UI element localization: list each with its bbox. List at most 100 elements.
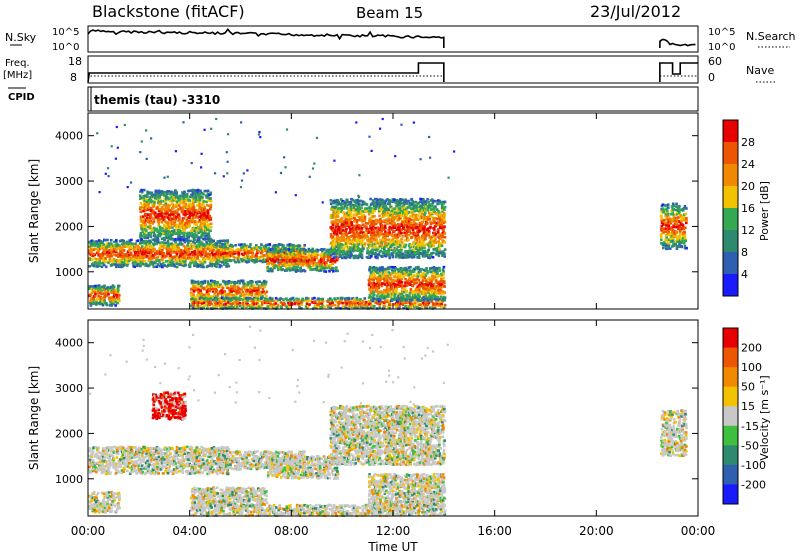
scatter-cell bbox=[147, 250, 151, 253]
scatter-cell bbox=[390, 252, 394, 255]
scatter-cell bbox=[302, 257, 306, 260]
scatter-cell bbox=[123, 256, 126, 259]
scatter-cell bbox=[246, 250, 250, 253]
scatter-cell bbox=[407, 233, 411, 237]
scatter-cell bbox=[420, 216, 424, 219]
scatter-cell bbox=[162, 236, 166, 240]
scatter-cell bbox=[181, 192, 185, 195]
scatter-cell bbox=[360, 206, 363, 210]
scatter-cell bbox=[198, 220, 201, 224]
scatter-cell bbox=[410, 221, 413, 225]
scatter-cell bbox=[384, 237, 387, 240]
scatter-cell bbox=[402, 255, 406, 259]
scatter-cell bbox=[153, 238, 157, 241]
scatter-cell bbox=[128, 258, 132, 262]
scatter-cell bbox=[163, 225, 166, 229]
scatter-cell bbox=[295, 297, 298, 301]
scatter-cell bbox=[281, 268, 284, 271]
scatter-cell bbox=[427, 229, 431, 233]
scatter-cell bbox=[242, 258, 246, 262]
scatter-cell bbox=[237, 260, 241, 264]
scatter-cell bbox=[262, 249, 266, 253]
scatter-cell bbox=[142, 236, 146, 239]
scatter-cell bbox=[338, 242, 341, 245]
scatter-cell bbox=[381, 198, 384, 202]
scatter-cell bbox=[106, 242, 109, 245]
scatter-cell bbox=[428, 217, 432, 221]
scatter-cell bbox=[301, 251, 304, 254]
scatter-cell bbox=[241, 307, 244, 310]
scatter-cell bbox=[92, 288, 96, 291]
scatter-cell bbox=[100, 292, 103, 296]
scatter-cell bbox=[108, 242, 111, 245]
scatter-cell bbox=[356, 297, 359, 301]
scatter-cell bbox=[264, 280, 268, 284]
scatter-cell bbox=[300, 258, 304, 262]
scatter-cell bbox=[282, 298, 285, 302]
scatter-cell bbox=[340, 208, 344, 211]
scatter-cell bbox=[209, 226, 213, 229]
scatter-cell bbox=[287, 260, 290, 263]
scatter-cell bbox=[191, 288, 194, 291]
scatter-cell bbox=[214, 303, 218, 307]
scatter-cell bbox=[321, 249, 324, 253]
scatter-cell bbox=[423, 217, 427, 220]
scatter-cell bbox=[354, 228, 357, 232]
scatter-cell bbox=[194, 209, 198, 212]
scatter-cell bbox=[232, 306, 235, 309]
scatter-cell bbox=[208, 289, 211, 293]
scatter-cell bbox=[92, 252, 96, 256]
scatter-cell bbox=[395, 239, 399, 243]
scatter-cell bbox=[284, 246, 288, 250]
scatter-cell bbox=[92, 241, 96, 245]
scatter-cell bbox=[154, 211, 157, 214]
scatter-cell bbox=[294, 261, 298, 264]
scatter-cell bbox=[250, 257, 253, 261]
scatter-cell bbox=[110, 301, 114, 305]
scatter-cell bbox=[192, 245, 195, 248]
scatter-cell bbox=[148, 258, 151, 262]
scatter-cell bbox=[227, 259, 230, 263]
scatter-cell bbox=[102, 292, 105, 295]
scatter-cell bbox=[402, 243, 405, 246]
scatter-cell bbox=[334, 242, 338, 246]
scatter-cell bbox=[360, 227, 364, 230]
scatter-cell bbox=[338, 207, 342, 210]
scatter-cell bbox=[121, 255, 125, 258]
scatter-cell bbox=[164, 199, 167, 203]
scatter-cell bbox=[236, 247, 240, 251]
scatter-cell bbox=[365, 225, 368, 228]
scatter-cell bbox=[258, 256, 261, 259]
scatter-cell bbox=[412, 221, 416, 225]
scatter-cell bbox=[359, 239, 363, 243]
scatter-cell bbox=[400, 224, 403, 227]
scatter-cell bbox=[369, 300, 373, 304]
scatter-cell bbox=[200, 284, 203, 288]
scatter-cell bbox=[192, 213, 195, 216]
scatter-cell bbox=[364, 302, 367, 306]
scatter-cell bbox=[113, 250, 116, 253]
scatter-cell bbox=[195, 198, 198, 202]
scatter-cell bbox=[290, 263, 293, 267]
scatter-cell bbox=[283, 262, 287, 265]
scatter-cell bbox=[242, 253, 245, 257]
scatter-cell bbox=[375, 253, 378, 256]
scatter-cell bbox=[102, 243, 105, 246]
scatter-cell bbox=[143, 203, 147, 206]
scatter-cell bbox=[161, 241, 164, 244]
scatter-cell bbox=[188, 253, 192, 256]
scatter-cell bbox=[194, 194, 198, 197]
scatter-cell bbox=[356, 219, 359, 222]
scatter-cell bbox=[366, 304, 369, 307]
scatter-cell bbox=[371, 199, 375, 202]
scatter-cell bbox=[243, 293, 247, 297]
scatter-cell bbox=[99, 295, 102, 299]
scatter-cell bbox=[150, 209, 153, 212]
scatter-cell bbox=[401, 253, 404, 257]
scatter-cell bbox=[217, 285, 220, 289]
scatter-cell bbox=[320, 253, 323, 256]
scatter-cell bbox=[206, 245, 209, 248]
scatter-cell bbox=[308, 299, 311, 302]
scatter-cell bbox=[163, 209, 167, 212]
scatter-cell bbox=[238, 291, 241, 294]
